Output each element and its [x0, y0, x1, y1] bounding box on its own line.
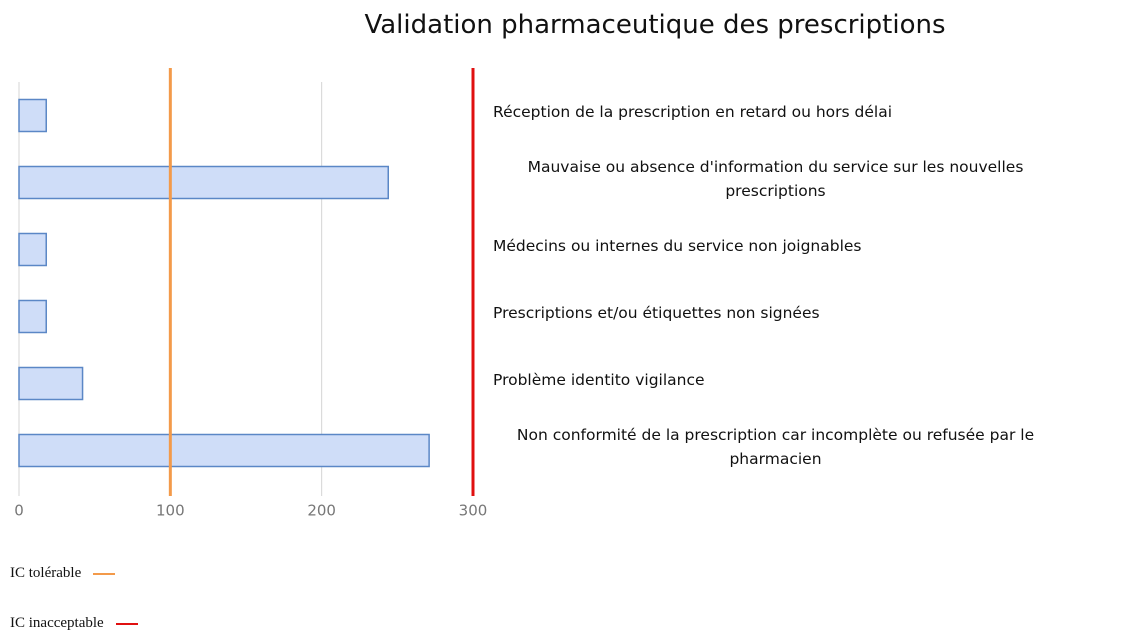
category-label: Réception de la prescription en retard o… — [493, 102, 892, 121]
category-label: Prescriptions et/ou étiquettes non signé… — [493, 303, 820, 322]
legend-swatch — [93, 572, 116, 575]
legend-item: IC tolérable — [10, 565, 116, 582]
bar — [18, 299, 47, 334]
chart-title: Validation pharmaceutique des prescripti… — [364, 10, 946, 40]
category-label: Non conformité de la prescription car in… — [516, 425, 1035, 468]
legend-label: IC tolérable — [10, 565, 82, 581]
category-label: Médecins ou internes du service non joig… — [493, 236, 862, 255]
bar — [18, 232, 47, 267]
x-tick-label: 100 — [156, 502, 185, 520]
x-tick-label: 200 — [307, 502, 336, 520]
x-tick-label: 0 — [14, 502, 24, 520]
bar — [18, 98, 47, 133]
bar — [18, 433, 430, 468]
category-label: Mauvaise ou absence d'information du ser… — [527, 157, 1024, 200]
bar — [18, 165, 390, 200]
category-label: Problème identito vigilance — [493, 370, 705, 389]
x-tick-label: 300 — [459, 502, 488, 520]
legend-label: IC inacceptable — [10, 615, 104, 631]
legend-item: IC inacceptable — [10, 615, 138, 632]
bar — [18, 366, 84, 401]
legend-swatch — [115, 622, 138, 625]
